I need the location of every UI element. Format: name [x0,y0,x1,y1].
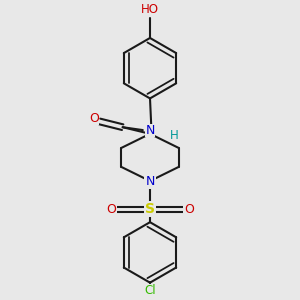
Text: N: N [145,175,155,188]
Text: H: H [170,129,179,142]
Text: O: O [184,203,194,216]
Text: N: N [145,124,155,136]
Text: Cl: Cl [144,284,156,296]
Text: HO: HO [141,3,159,16]
Text: O: O [89,112,99,125]
Text: S: S [145,202,155,216]
Text: O: O [106,203,116,216]
